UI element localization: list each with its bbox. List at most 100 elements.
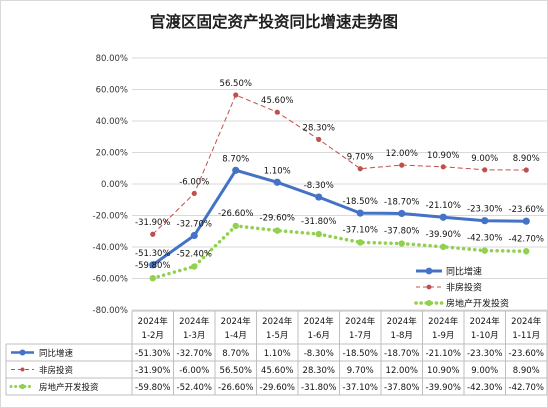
data-point <box>274 227 281 234</box>
data-point <box>316 136 322 143</box>
table-cell: -31.80% <box>301 383 336 393</box>
table-cell: 8.90% <box>513 366 540 376</box>
x-tick-label-period: 1-2月 <box>142 331 164 341</box>
data-point <box>440 164 446 170</box>
data-label: -18.50% <box>343 197 378 207</box>
x-tick-label-year: 2024年 <box>179 316 210 327</box>
table-cell: 56.50% <box>220 366 252 376</box>
data-point <box>315 193 323 201</box>
data-label: 10.90% <box>427 151 459 161</box>
legend-label: 非房投资 <box>446 282 482 294</box>
y-tick-label: 60.00% <box>96 86 128 96</box>
table-cell: 45.60% <box>261 366 293 376</box>
legend-label: 同比增速 <box>446 266 482 278</box>
data-point <box>523 167 529 173</box>
x-tick-label-period: 1-3月 <box>183 331 205 341</box>
x-tick-label-period: 1-4月 <box>225 331 247 341</box>
table-cell: -52.40% <box>177 383 212 393</box>
data-point <box>398 240 405 247</box>
y-tick-label: -40.00% <box>93 243 128 253</box>
data-point <box>522 217 530 225</box>
gridlines <box>132 57 547 311</box>
data-label: -31.80% <box>301 217 336 227</box>
data-label: -23.60% <box>509 205 544 215</box>
data-label: 28.30% <box>303 123 335 133</box>
data-point <box>357 239 364 246</box>
x-tick-label-year: 2024年 <box>470 316 501 327</box>
x-tick-label-period: 1-11月 <box>512 331 540 341</box>
data-point <box>398 209 406 218</box>
data-label: 9.70% <box>347 153 374 163</box>
table-cell: 8.70% <box>222 349 249 359</box>
table-row-label: 非房投资 <box>39 365 74 376</box>
table-cell: 9.70% <box>347 366 374 376</box>
series-line-2 <box>151 224 529 280</box>
table-cell: -23.30% <box>467 349 502 359</box>
table-cell: -39.90% <box>426 383 461 393</box>
y-tick-label: -80.00% <box>93 306 128 316</box>
x-tick-label-period: 1-6月 <box>308 331 330 341</box>
data-point <box>190 231 198 240</box>
data-point <box>191 263 198 270</box>
data-point <box>440 243 447 251</box>
table-cell: -29.60% <box>260 383 295 393</box>
data-label: -18.70% <box>384 197 419 207</box>
table-cell: -21.10% <box>426 349 461 359</box>
data-label: 12.00% <box>386 149 418 159</box>
data-point <box>273 178 281 186</box>
table-row-label: 房地产开发投资 <box>39 382 99 393</box>
data-point <box>274 109 280 115</box>
data-point <box>481 247 488 254</box>
table-cell: -23.60% <box>509 349 544 359</box>
x-tick-label-year: 2024年 <box>262 316 293 327</box>
y-axis: 80.00% 60.00% 40.00% 20.00% 0.00% -20.00% -40.… <box>93 54 128 316</box>
data-label: -51.30% <box>135 249 170 259</box>
table-cell: 12.00% <box>386 366 418 376</box>
legend-marker <box>425 267 433 275</box>
table-cell: -18.70% <box>384 349 419 359</box>
data-point <box>149 261 157 269</box>
data-point <box>523 248 530 255</box>
data-label: -6.00% <box>179 177 209 187</box>
table-legend-marker <box>19 349 26 356</box>
y-tick-label: 20.00% <box>96 149 128 159</box>
x-tick-label-year: 2024年 <box>387 316 418 327</box>
table-cell: -31.90% <box>135 366 170 376</box>
data-point <box>233 92 239 98</box>
data-label: -21.10% <box>426 201 461 211</box>
table-legend-marker <box>19 383 26 390</box>
data-point <box>356 209 364 217</box>
table-cell: -32.70% <box>177 349 212 359</box>
data-point <box>232 166 240 174</box>
legend-label: 房地产开发投资 <box>446 298 509 310</box>
y-tick-label: 0.00% <box>101 180 128 190</box>
x-tick-label-year: 2024年 <box>221 316 252 327</box>
data-label: -59.80% <box>135 261 170 271</box>
data-label: 8.90% <box>513 154 540 164</box>
data-label: -32.70% <box>177 220 212 230</box>
chart-title: 官渡区固定资产投资同比增速走势图 <box>150 12 398 31</box>
data-point <box>191 190 197 197</box>
series-line-1 <box>152 94 527 235</box>
table-cell: -51.30% <box>135 349 170 359</box>
x-tick-label-period: 1-10月 <box>471 331 499 341</box>
data-label: -23.30% <box>467 205 502 215</box>
table-cell: 28.30% <box>303 366 335 376</box>
table-cell: 9.00% <box>471 366 498 376</box>
series-line-0 <box>151 168 527 267</box>
data-label: 8.70% <box>222 154 249 164</box>
data-point <box>149 274 156 282</box>
table-cell: -37.80% <box>384 383 419 393</box>
data-point <box>150 231 156 237</box>
data-label: -26.60% <box>218 209 253 219</box>
data-point <box>399 162 405 168</box>
data-label: 56.50% <box>220 79 252 89</box>
x-tick-label-year: 2024年 <box>511 316 542 327</box>
table-cell: 1.10% <box>264 349 291 359</box>
table-cell: -42.30% <box>467 383 502 393</box>
data-table: 2024年 1-2月 2024年 1-3月 2024年 1-4月 2024年 1-5月 2024… <box>5 310 548 396</box>
table-cell: -8.30% <box>304 349 334 359</box>
data-label: -42.30% <box>467 234 502 244</box>
table-cell: -6.00% <box>179 366 209 376</box>
x-tick-label-period: 1-5月 <box>266 331 288 341</box>
